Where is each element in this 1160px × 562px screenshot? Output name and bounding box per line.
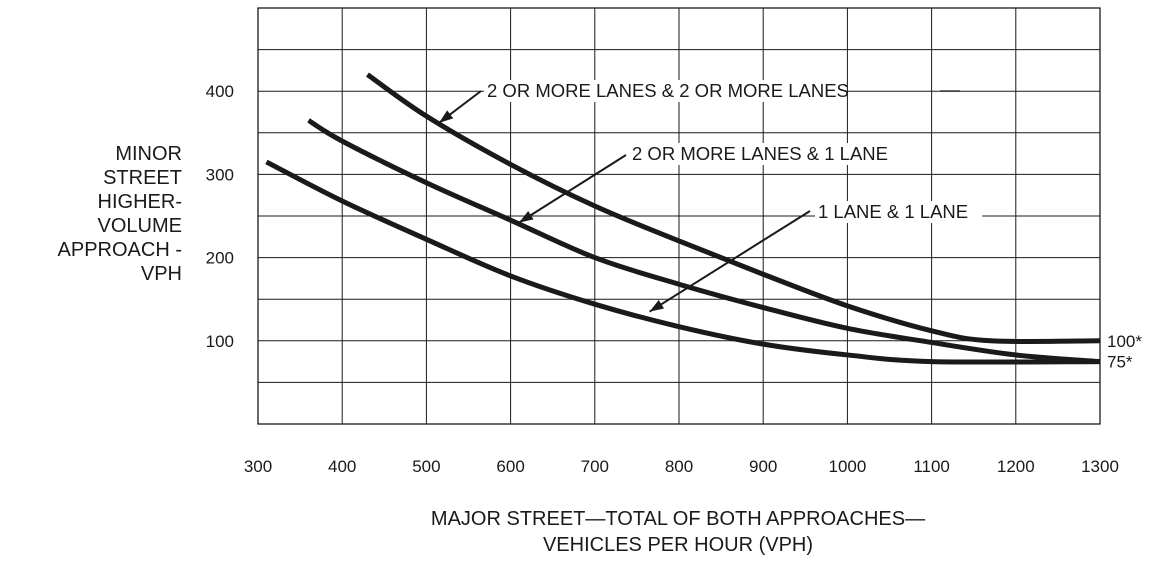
x-tick-label: 1100 bbox=[913, 457, 950, 476]
x-axis-label: MAJOR STREET—TOTAL OF BOTH APPROACHES— bbox=[431, 508, 925, 530]
x-tick-label: 1300 bbox=[1081, 457, 1119, 476]
curve-label-1: 2 OR MORE LANES & 2 OR MORE LANES bbox=[487, 80, 849, 101]
leader-line-3 bbox=[648, 210, 811, 313]
y-tick-label: 100 bbox=[206, 332, 234, 351]
series-line-3 bbox=[265, 159, 1101, 365]
x-tick-label: 1200 bbox=[997, 457, 1035, 476]
curve-label-2: 2 OR MORE LANES & 1 LANE bbox=[632, 143, 888, 164]
series-line-1 bbox=[366, 72, 1101, 345]
x-tick-label: 800 bbox=[665, 457, 693, 476]
x-tick-label: 1000 bbox=[828, 457, 866, 476]
curves bbox=[265, 72, 1101, 365]
curve-label-background bbox=[484, 80, 845, 102]
series-line-2 bbox=[307, 118, 1101, 365]
y-tick-label: 300 bbox=[206, 165, 234, 184]
y-axis-label: APPROACH - bbox=[58, 239, 182, 261]
y-axis-label: VOLUME bbox=[98, 215, 182, 237]
x-tick-label: 500 bbox=[412, 457, 440, 476]
curve-label-background bbox=[815, 201, 983, 223]
x-tick-label: 300 bbox=[244, 457, 272, 476]
curve-label-3: 1 LANE & 1 LANE bbox=[818, 201, 968, 222]
curve-label-background bbox=[629, 143, 893, 165]
y-axis-label: VPH bbox=[141, 263, 182, 285]
labels: 300 400 500 600 700 800 900 1000 1100 1200 1300 100… bbox=[58, 80, 1142, 556]
leader-arrowhead-3 bbox=[649, 300, 665, 312]
x-tick-label: 600 bbox=[496, 457, 524, 476]
leader-arrowhead-2 bbox=[519, 210, 534, 223]
y-axis-label: HIGHER- bbox=[98, 191, 182, 213]
end-value-label: 75* bbox=[1107, 353, 1133, 372]
x-tick-label: 400 bbox=[328, 457, 356, 476]
y-tick-label: 200 bbox=[206, 249, 234, 268]
leader-line-2 bbox=[518, 154, 627, 224]
x-axis-label: VEHICLES PER HOUR (VPH) bbox=[543, 534, 813, 556]
y-axis-label: STREET bbox=[103, 167, 182, 189]
label-pointers bbox=[438, 90, 960, 313]
x-tick-label: 900 bbox=[749, 457, 777, 476]
y-tick-label: 400 bbox=[206, 82, 234, 101]
y-axis-label: MINOR bbox=[115, 143, 182, 165]
end-value-label: 100* bbox=[1107, 332, 1142, 351]
leader-arrowhead-1 bbox=[439, 110, 454, 123]
x-tick-label: 700 bbox=[581, 457, 609, 476]
